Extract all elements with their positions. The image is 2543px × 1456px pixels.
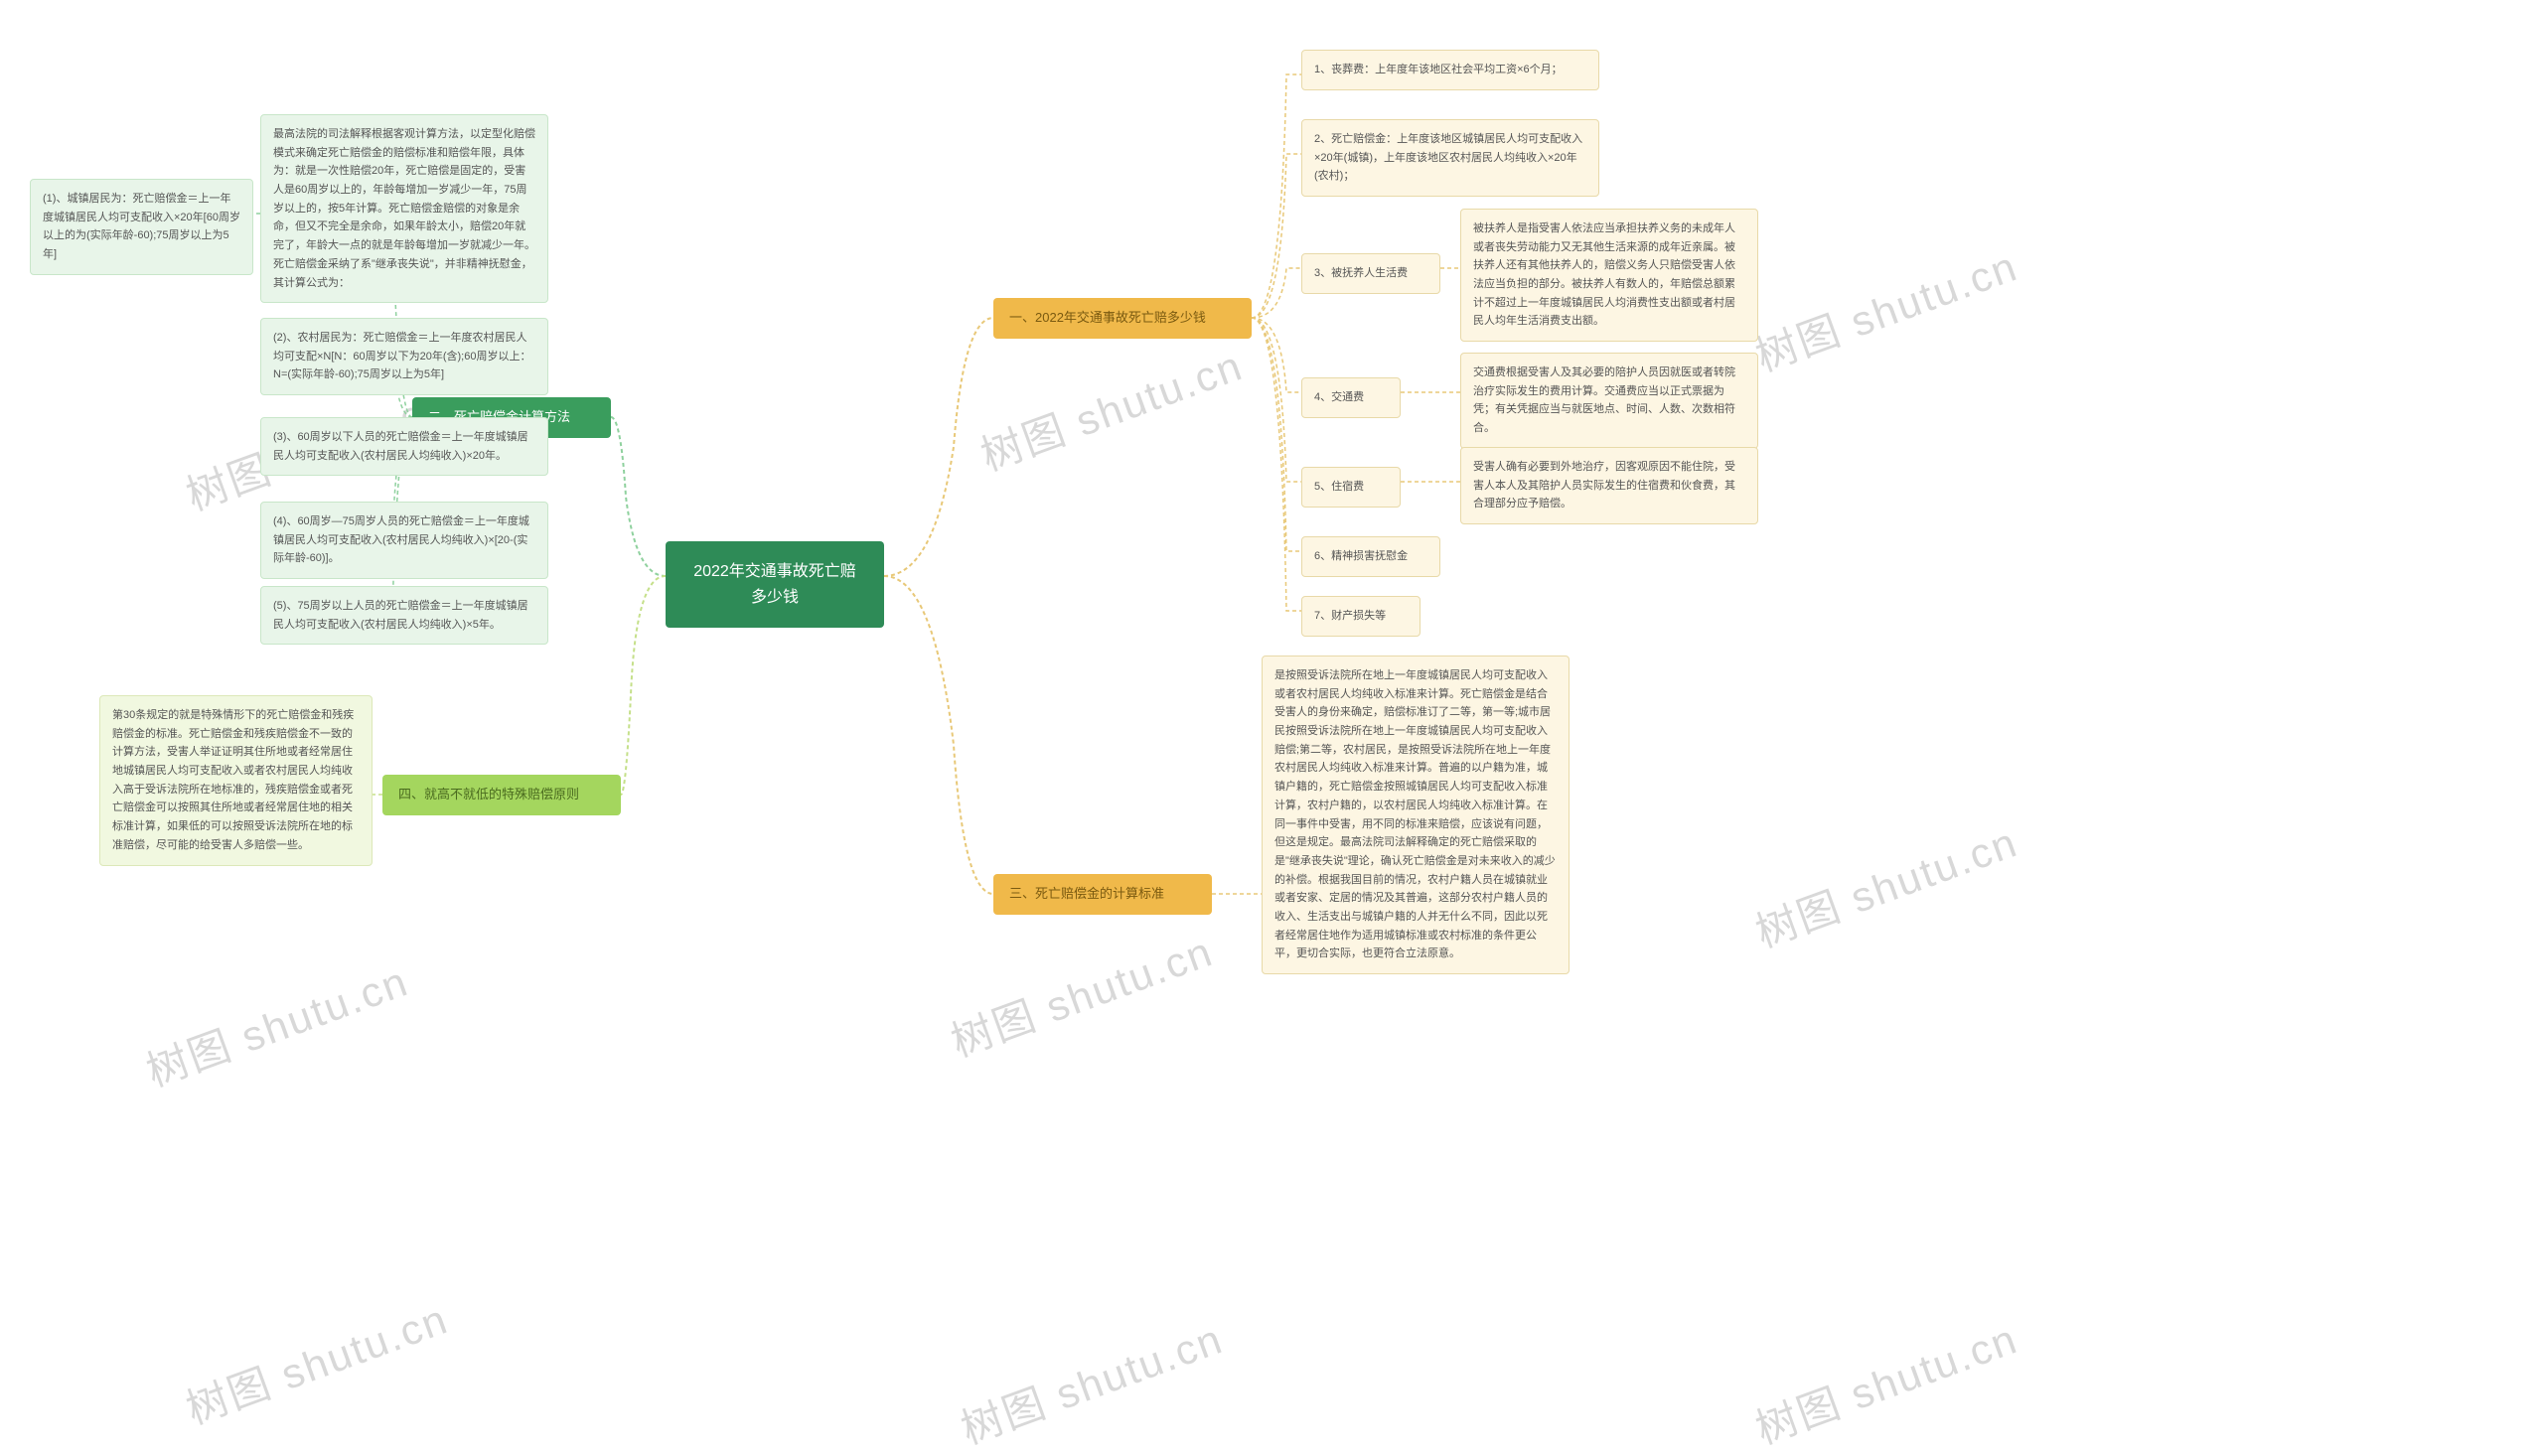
branch-2-leaf-3: (3)、60周岁以下人员的死亡赔偿金＝上一年度城镇居民人均可支配收入(农村居民人… <box>260 417 548 476</box>
branch-1-leaf-4-detail: 交通费根据受害人及其必要的陪护人员因就医或者转院治疗实际发生的费用计算。交通费应… <box>1460 353 1758 449</box>
branch-4-leaf: 第30条规定的就是特殊情形下的死亡赔偿金和残疾赔偿金的标准。死亡赔偿金和残疾赔偿… <box>99 695 373 866</box>
branch-4: 四、就高不就低的特殊赔偿原则 <box>382 775 621 815</box>
watermark: 树图 shutu.cn <box>137 948 416 1099</box>
branch-2-intro-detail: (1)、城镇居民为：死亡赔偿金＝上一年度城镇居民人均可支配收入×20年[60周岁… <box>30 179 253 275</box>
branch-1-leaf-3-detail: 被扶养人是指受害人依法应当承担扶养义务的未成年人或者丧失劳动能力又无其他生活来源… <box>1460 209 1758 342</box>
watermark: 树图 shutu.cn <box>952 1306 1231 1456</box>
branch-3: 三、死亡赔偿金的计算标准 <box>993 874 1212 915</box>
branch-1: 一、2022年交通事故死亡赔多少钱 <box>993 298 1252 339</box>
watermark: 树图 shutu.cn <box>177 1286 456 1437</box>
watermark: 树图 shutu.cn <box>1746 1306 2025 1456</box>
center-node: 2022年交通事故死亡赔多少钱 <box>666 541 884 628</box>
branch-2-intro: 最高法院的司法解释根据客观计算方法，以定型化赔偿模式来确定死亡赔偿金的赔偿标准和… <box>260 114 548 303</box>
branch-1-leaf-3: 3、被抚养人生活费 <box>1301 253 1440 294</box>
branch-2-leaf-4: (4)、60周岁—75周岁人员的死亡赔偿金＝上一年度城镇居民人均可支配收入(农村… <box>260 502 548 579</box>
branch-3-leaf: 是按照受诉法院所在地上一年度城镇居民人均可支配收入或者农村居民人均纯收入标准来计… <box>1262 655 1570 974</box>
branch-1-leaf-4: 4、交通费 <box>1301 377 1401 418</box>
watermark: 树图 shutu.cn <box>942 919 1221 1070</box>
branch-1-leaf-5-detail: 受害人确有必要到外地治疗，因客观原因不能住院，受害人本人及其陪护人员实际发生的住… <box>1460 447 1758 524</box>
branch-1-leaf-6: 6、精神损害抚慰金 <box>1301 536 1440 577</box>
watermark: 树图 shutu.cn <box>972 333 1251 484</box>
branch-2-leaf-5: (5)、75周岁以上人员的死亡赔偿金＝上一年度城镇居民人均可支配收入(农村居民人… <box>260 586 548 645</box>
watermark: 树图 shutu.cn <box>1746 233 2025 384</box>
branch-1-leaf-2: 2、死亡赔偿金：上年度该地区城镇居民人均可支配收入×20年(城镇)，上年度该地区… <box>1301 119 1599 197</box>
branch-1-leaf-7: 7、财产损失等 <box>1301 596 1421 637</box>
watermark: 树图 shutu.cn <box>1746 809 2025 960</box>
branch-1-leaf-5: 5、住宿费 <box>1301 467 1401 508</box>
branch-2-leaf-2: (2)、农村居民为：死亡赔偿金＝上一年度农村居民人均可支配×N[N：60周岁以下… <box>260 318 548 395</box>
branch-1-leaf-1: 1、丧葬费：上年度年该地区社会平均工资×6个月； <box>1301 50 1599 90</box>
